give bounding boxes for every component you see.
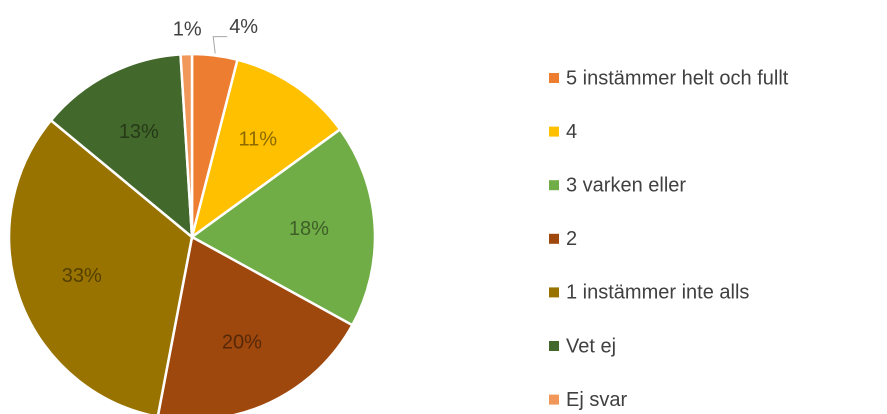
legend-swatch xyxy=(549,180,559,191)
pie-slice xyxy=(179,52,194,238)
data-label: 11% xyxy=(239,128,278,150)
legend-swatch xyxy=(549,287,559,298)
data-label: 1% xyxy=(173,18,202,40)
pie-slice xyxy=(49,53,194,240)
legend-label: 5 instämmer helt och fullt xyxy=(566,67,789,89)
legend-label: Ej svar xyxy=(566,389,627,411)
data-label: 4% xyxy=(229,16,258,38)
legend-label: 3 varken eller xyxy=(566,174,686,196)
legend-label: 4 xyxy=(566,121,577,143)
legend-swatch xyxy=(549,126,559,137)
legend-label: 2 xyxy=(566,228,577,250)
legend-label: 1 instämmer inte alls xyxy=(566,282,749,304)
pie-slice xyxy=(189,58,342,241)
legend-swatch xyxy=(549,73,559,83)
pie-slice xyxy=(189,127,377,327)
data-label: 20% xyxy=(222,331,262,353)
legend-swatch xyxy=(549,341,559,351)
data-label: 13% xyxy=(119,121,159,143)
legend-swatch xyxy=(549,394,559,405)
data-label: 18% xyxy=(289,218,329,240)
pie-slice xyxy=(156,235,355,414)
legend-label: Vet ej xyxy=(566,335,616,357)
data-label: 33% xyxy=(62,265,102,287)
leader-line xyxy=(212,36,228,54)
legend-swatch xyxy=(549,233,559,244)
pie-slice xyxy=(7,118,194,414)
